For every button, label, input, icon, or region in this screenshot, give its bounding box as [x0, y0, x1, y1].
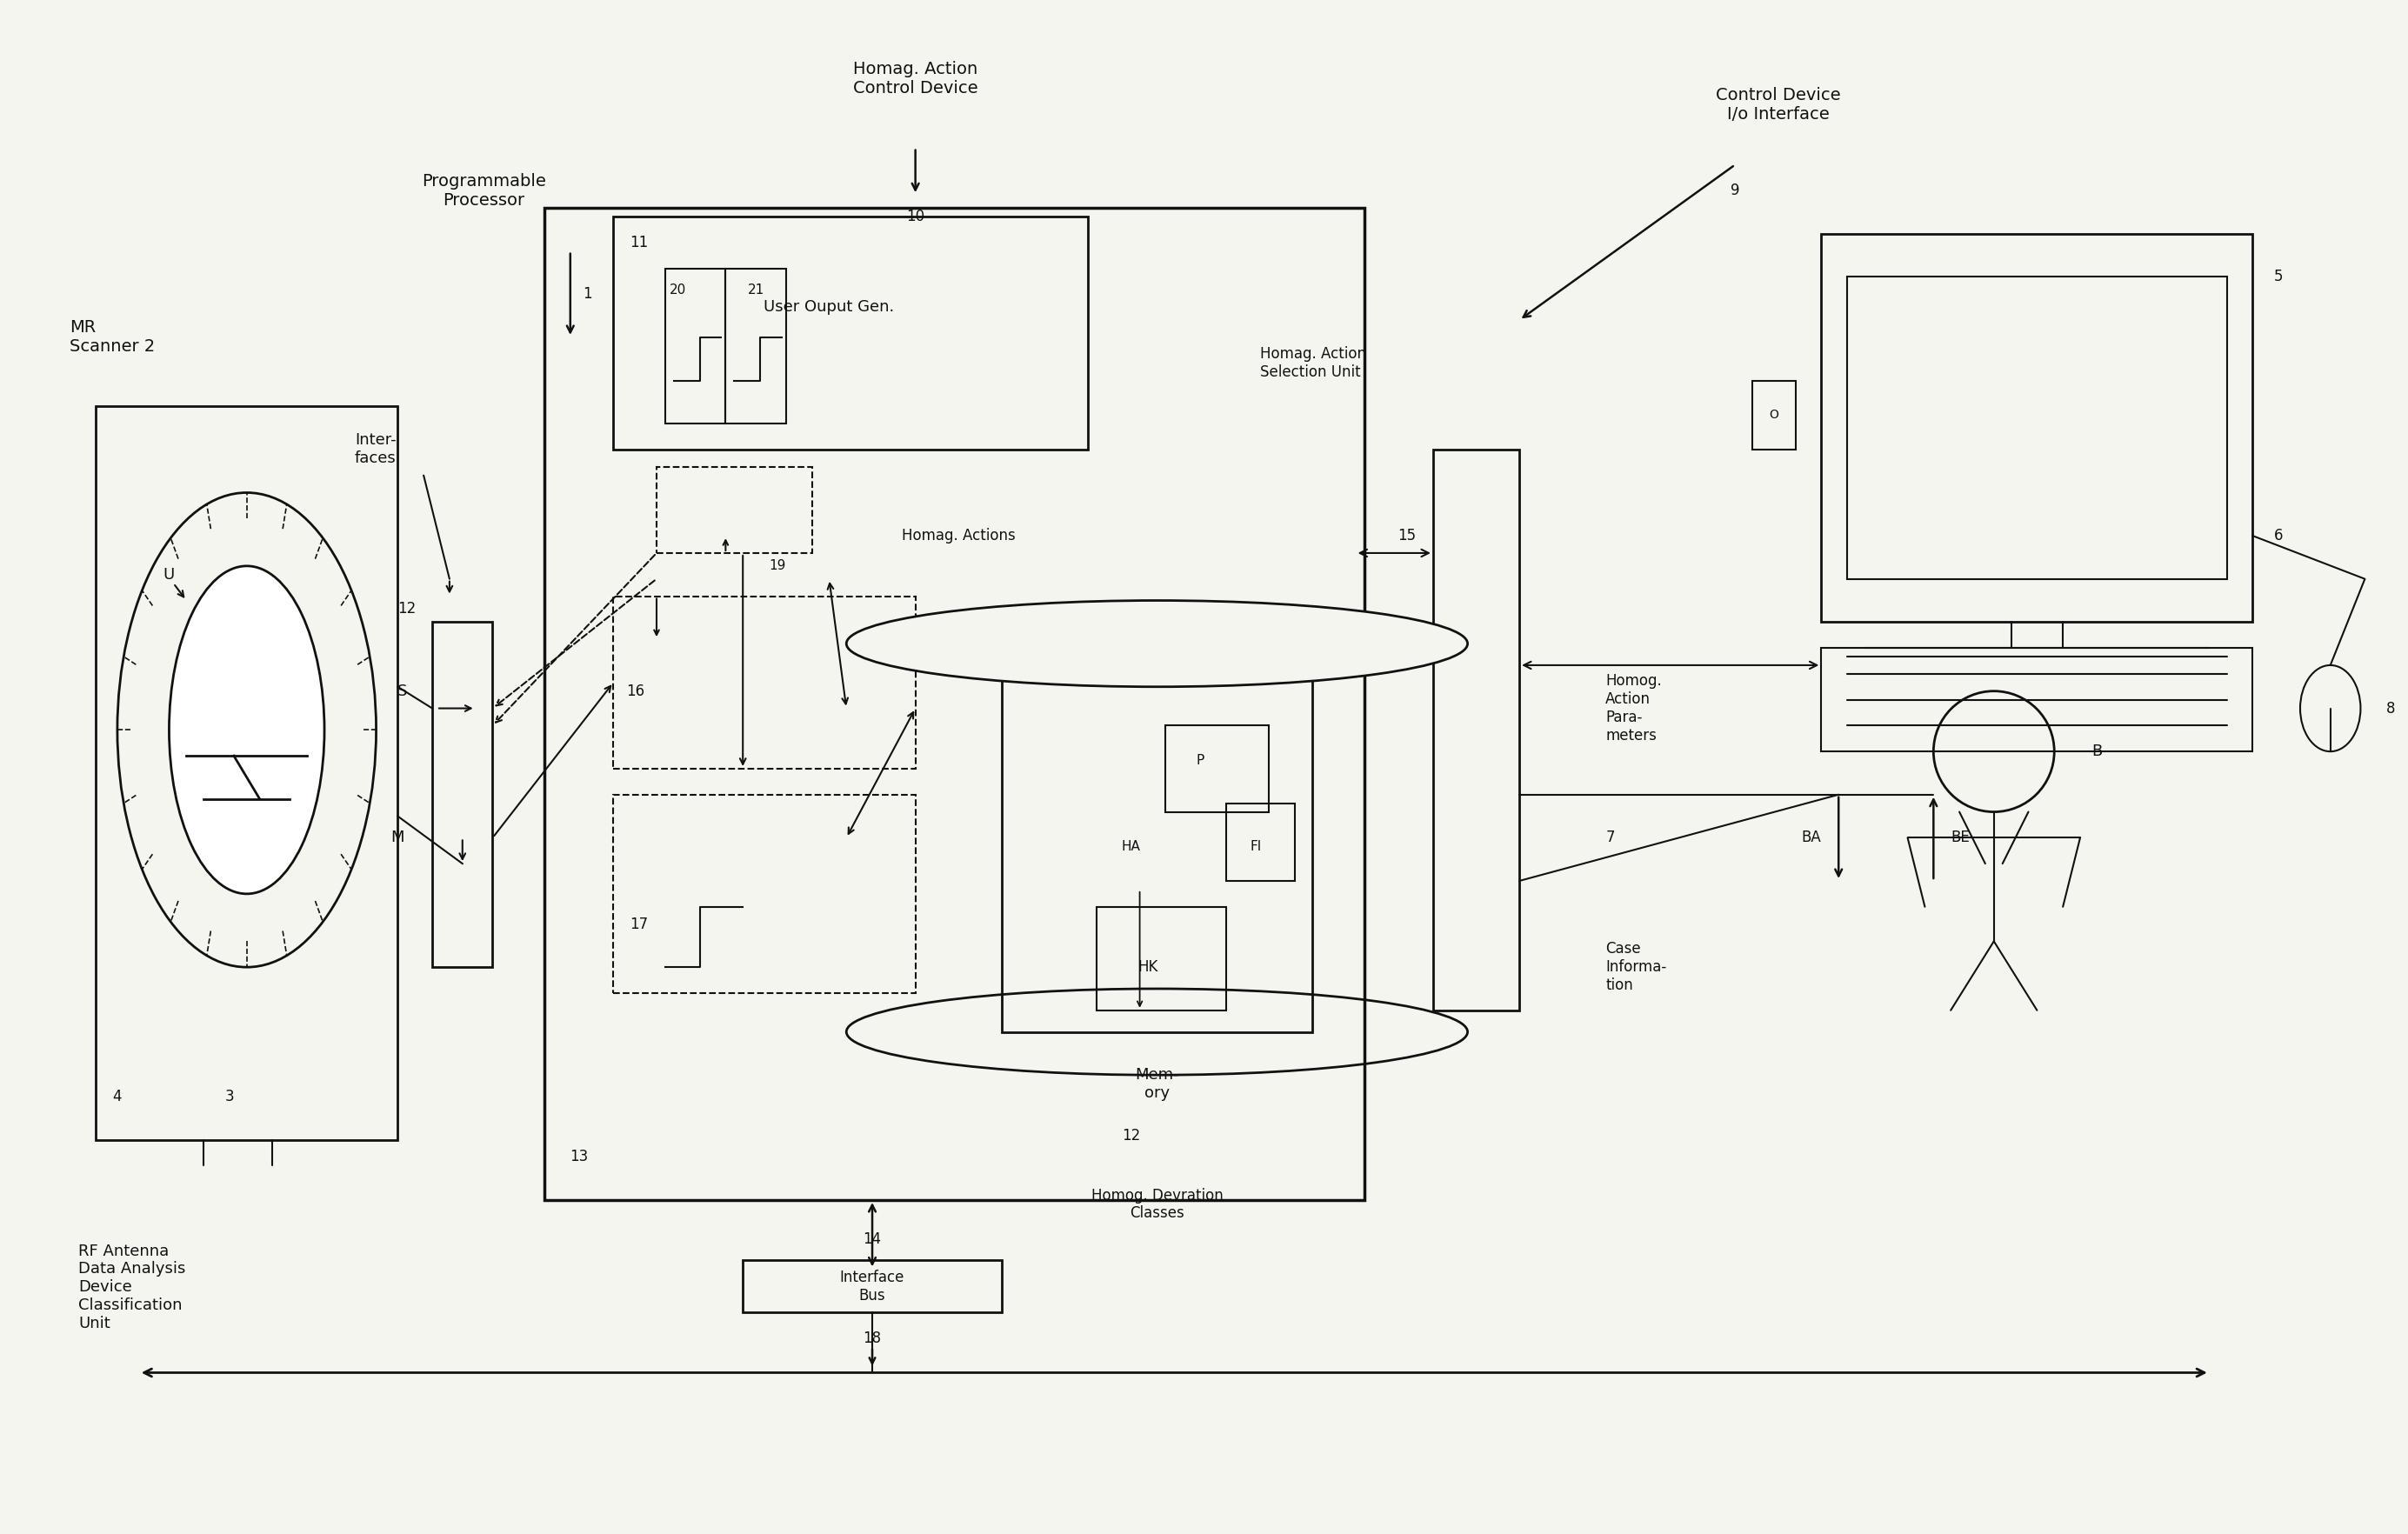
Text: BE: BE [1950, 830, 1970, 845]
Bar [1847, 278, 2227, 578]
Text: Mem-
ory: Mem- ory [1134, 1066, 1180, 1100]
Text: 9: 9 [1731, 183, 1739, 198]
Text: 6: 6 [2273, 528, 2283, 543]
Bar [1820, 233, 2254, 623]
Text: 7: 7 [1606, 830, 1616, 845]
Text: 17: 17 [631, 916, 648, 931]
Text: 1: 1 [583, 287, 592, 302]
Text: 10: 10 [905, 209, 925, 224]
Bar [433, 623, 494, 966]
Text: Inter-
faces: Inter- faces [354, 433, 397, 466]
Bar [1753, 380, 1796, 449]
Text: 19: 19 [768, 560, 785, 572]
Bar [1002, 644, 1312, 1032]
Text: Case
Informa-
tion: Case Informa- tion [1606, 942, 1666, 992]
Bar [1096, 907, 1226, 1011]
Text: O: O [1770, 410, 1780, 420]
Text: User Ouput Gen.: User Ouput Gen. [763, 299, 893, 314]
Text: HA: HA [1122, 839, 1141, 853]
Text: 8: 8 [2386, 701, 2396, 716]
Text: S: S [397, 683, 407, 700]
Text: 4: 4 [113, 1089, 123, 1104]
Text: BA: BA [1801, 830, 1820, 845]
Ellipse shape [845, 600, 1466, 687]
Text: B: B [2093, 744, 2102, 759]
Text: M: M [390, 830, 405, 845]
Bar [614, 795, 915, 992]
Text: 21: 21 [746, 284, 763, 296]
Bar [544, 209, 1363, 1200]
Text: Programmable
Processor: Programmable Processor [421, 173, 547, 209]
Text: 13: 13 [571, 1149, 588, 1164]
Text: 20: 20 [669, 284, 686, 296]
Text: HK: HK [1139, 959, 1158, 976]
Text: Homag. Action
Selection Unit: Homag. Action Selection Unit [1259, 347, 1368, 380]
Text: FI: FI [1250, 839, 1262, 853]
Bar [96, 407, 397, 1140]
Bar [725, 268, 785, 423]
Text: P: P [1197, 753, 1204, 767]
Ellipse shape [169, 566, 325, 894]
Text: 12: 12 [1122, 1127, 1141, 1143]
Text: RF Antenna
Data Analysis
Device
Classification
Unit: RF Antenna Data Analysis Device Classifi… [79, 1243, 185, 1332]
Text: 14: 14 [862, 1232, 881, 1247]
Text: 15: 15 [1399, 528, 1416, 543]
Bar [1820, 647, 2254, 752]
Bar [614, 216, 1088, 449]
Text: Homag. Action
Control Device: Homag. Action Control Device [852, 61, 978, 97]
Bar [742, 1261, 1002, 1312]
Text: 5: 5 [2273, 268, 2283, 285]
Text: 11: 11 [631, 235, 648, 250]
Text: 12: 12 [397, 601, 417, 617]
Text: 16: 16 [626, 683, 645, 700]
Text: Homag. Actions: Homag. Actions [901, 528, 1016, 543]
Bar [665, 268, 725, 423]
Text: Control Device
I/o Interface: Control Device I/o Interface [1717, 86, 1840, 123]
Text: Interface
Bus: Interface Bus [840, 1270, 905, 1304]
Text: U: U [164, 566, 176, 583]
Text: 3: 3 [224, 1089, 234, 1104]
Text: Homog.
Action
Para-
meters: Homog. Action Para- meters [1606, 673, 1662, 744]
Bar [1433, 449, 1519, 1011]
Bar [657, 466, 811, 554]
Text: MR
Scanner 2: MR Scanner 2 [70, 319, 154, 356]
Bar [1165, 726, 1269, 811]
Bar [614, 597, 915, 769]
Text: 18: 18 [862, 1330, 881, 1345]
Text: Homog. Devration
Classes: Homog. Devration Classes [1091, 1187, 1223, 1221]
Bar [1226, 804, 1296, 881]
